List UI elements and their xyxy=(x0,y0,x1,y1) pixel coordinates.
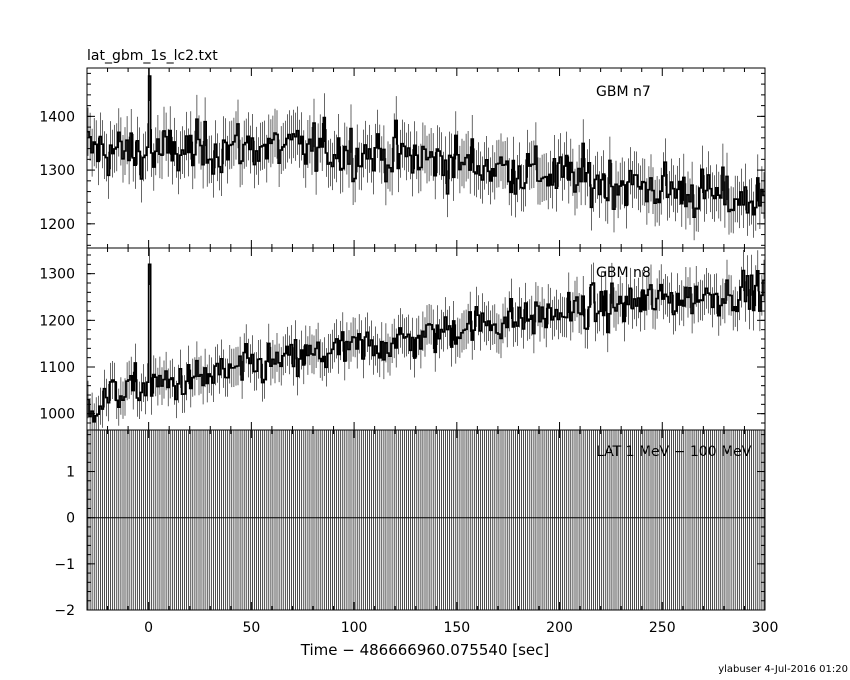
y-tick-label: −1 xyxy=(54,557,75,573)
y-tick-label: 1300 xyxy=(39,267,75,283)
lat-error-bars xyxy=(87,430,765,610)
panel-frame xyxy=(86,247,766,431)
footer-stamp: ylabuser 4-Jul-2016 01:20 xyxy=(718,664,848,675)
y-tick-label: −2 xyxy=(54,603,75,619)
panel-label-gbm-n8: GBM n8 xyxy=(596,265,651,281)
x-tick-label: 300 xyxy=(752,620,779,636)
x-tick-label: 0 xyxy=(144,620,153,636)
y-tick-label: 0 xyxy=(66,511,75,527)
y-tick-label: 1200 xyxy=(39,217,75,233)
panel-frame xyxy=(86,429,766,611)
x-tick-label: 50 xyxy=(242,620,260,636)
y-tick-label: 1300 xyxy=(39,163,75,179)
error-bars xyxy=(87,248,765,430)
x-tick-label: 250 xyxy=(649,620,676,636)
y-tick-label: 1 xyxy=(66,465,75,481)
panel-gbm-n7: 1200 1300 1400 xyxy=(39,67,766,249)
panel-label-gbm-n7: GBM n7 xyxy=(596,84,651,100)
y-tick-label: 1100 xyxy=(39,360,75,376)
panel-lat: −2 −1 0 1 xyxy=(54,429,766,619)
chart-title: lat_gbm_1s_lc2.txt xyxy=(87,48,218,64)
y-tick-label: 1400 xyxy=(39,109,75,125)
panel-gbm-n8: 1000 1100 1200 1300 xyxy=(39,247,766,431)
y-tick-label: 1200 xyxy=(39,313,75,329)
x-axis-label: Time − 486666960.075540 [sec] xyxy=(300,641,550,659)
rate-line xyxy=(87,75,765,218)
series xyxy=(87,68,765,241)
x-tick-label: 200 xyxy=(546,620,573,636)
series xyxy=(87,430,765,610)
x-tick-labels: 0 50 100 150 200 250 300 xyxy=(144,620,778,636)
x-tick-label: 150 xyxy=(443,620,470,636)
y-tick-label: 1000 xyxy=(39,407,75,423)
x-tick-label: 100 xyxy=(341,620,368,636)
rate-line xyxy=(87,263,765,423)
panel-label-lat: LAT 1 MeV − 100 MeV xyxy=(596,444,752,460)
series xyxy=(87,248,765,430)
